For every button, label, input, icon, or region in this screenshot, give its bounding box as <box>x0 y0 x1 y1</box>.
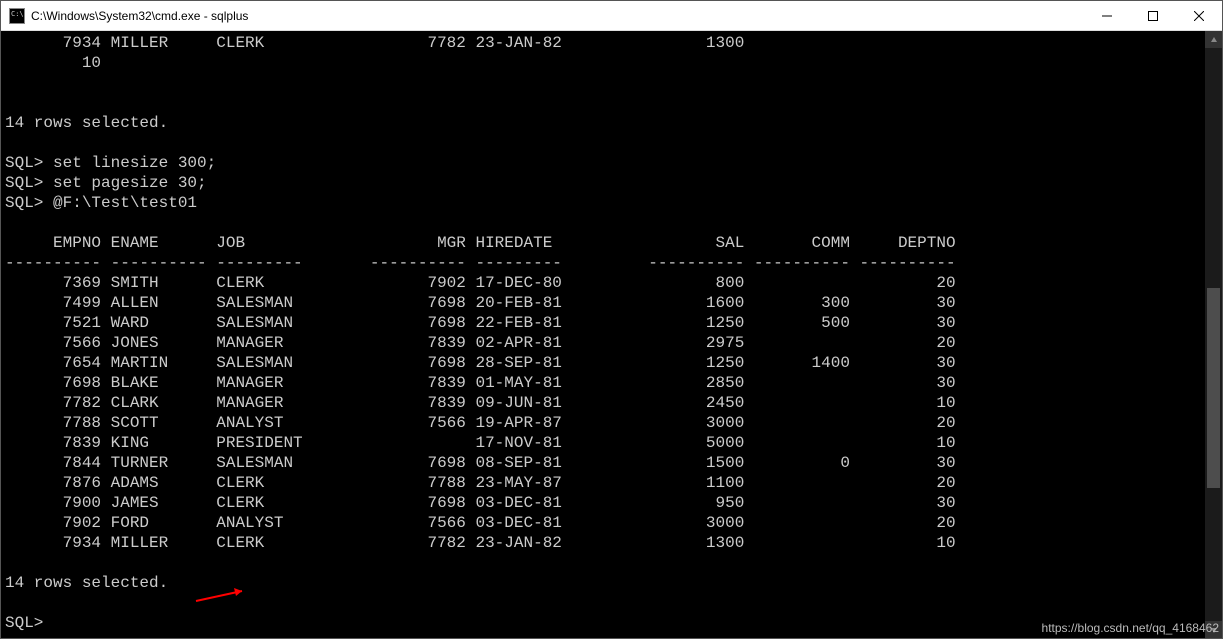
maximize-button[interactable] <box>1130 1 1176 31</box>
window-controls <box>1084 1 1222 30</box>
scroll-thumb[interactable] <box>1207 288 1220 488</box>
titlebar[interactable]: C:\Windows\System32\cmd.exe - sqlplus <box>1 1 1222 31</box>
scroll-track[interactable] <box>1205 48 1222 621</box>
close-button[interactable] <box>1176 1 1222 31</box>
cmd-icon <box>9 8 25 24</box>
terminal-output[interactable]: 7934 MILLER CLERK 7782 23-JAN-82 1300 10… <box>1 31 1205 638</box>
scrollbar[interactable] <box>1205 31 1222 638</box>
watermark-text: https://blog.csdn.net/qq_4168462 <box>1042 621 1219 635</box>
cmd-window: C:\Windows\System32\cmd.exe - sqlplus 79… <box>0 0 1223 639</box>
window-title: C:\Windows\System32\cmd.exe - sqlplus <box>31 9 1084 23</box>
minimize-button[interactable] <box>1084 1 1130 31</box>
scroll-up-button[interactable] <box>1205 31 1222 48</box>
terminal-area: 7934 MILLER CLERK 7782 23-JAN-82 1300 10… <box>1 31 1222 638</box>
